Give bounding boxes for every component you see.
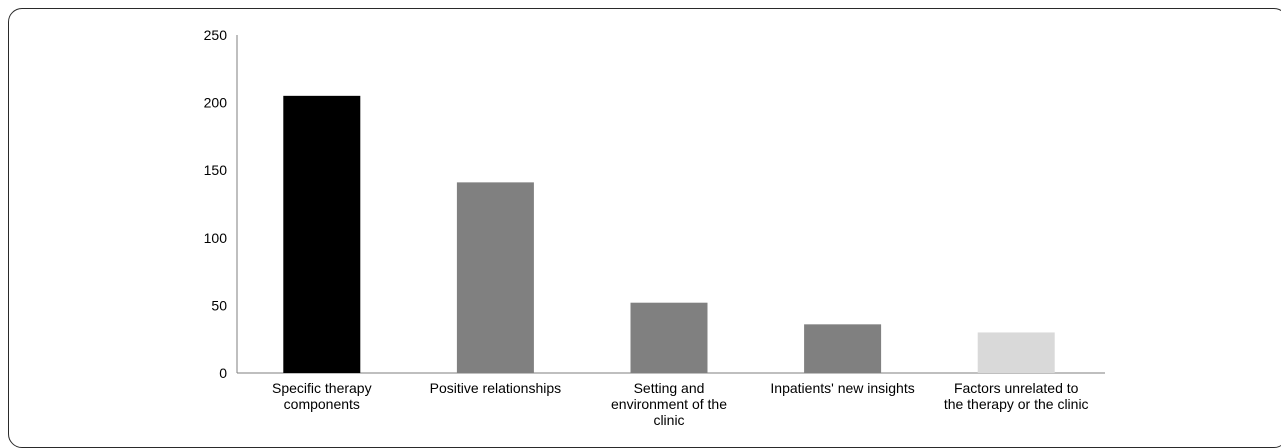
x-category-label-line: components xyxy=(284,396,360,412)
bar xyxy=(283,95,361,373)
y-tick-label: 0 xyxy=(219,365,227,381)
bar xyxy=(630,302,708,373)
bar xyxy=(804,324,882,373)
y-tick-label: 100 xyxy=(204,230,228,246)
chart-frame xyxy=(8,8,1281,448)
x-category-label-line: Factors unrelated to xyxy=(954,380,1079,396)
x-category-label-line: environment of the xyxy=(611,396,727,412)
x-category-label: Setting and environment of the clinic xyxy=(611,380,727,428)
y-tick-label: 50 xyxy=(211,297,227,313)
x-category-label: Factors unrelated to the therapy or the c… xyxy=(944,380,1089,412)
bar xyxy=(977,332,1055,373)
x-category-label-line: Positive relationships xyxy=(430,380,562,396)
y-tick-label: 200 xyxy=(204,95,228,111)
x-category-label-line: Setting and xyxy=(634,380,705,396)
x-category-label-line: clinic xyxy=(653,412,684,428)
bar xyxy=(456,182,534,373)
x-category-label: Specific therapy components xyxy=(272,380,372,412)
x-category-label: Positive relationships xyxy=(430,380,562,396)
x-category-label-line: Specific therapy xyxy=(272,380,372,396)
y-tick-label: 150 xyxy=(204,162,228,178)
y-tick-label: 250 xyxy=(204,27,228,43)
x-category-label-line: the therapy or the clinic xyxy=(944,396,1089,412)
x-category-label: Inpatients' new insights xyxy=(770,380,914,396)
bar-chart: 0 50 100 150 200 250 Specific therapy component… xyxy=(204,27,1105,428)
x-category-label-line: Inpatients' new insights xyxy=(770,380,914,396)
